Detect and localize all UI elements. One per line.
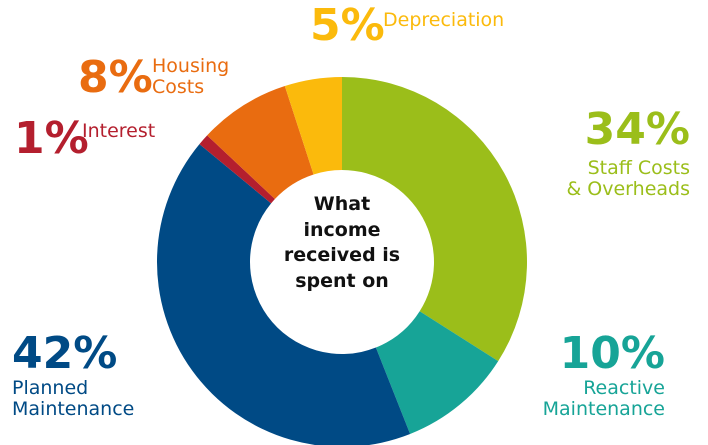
donut-segment (157, 144, 411, 445)
donut-segment (199, 135, 275, 204)
donut-segment (375, 311, 499, 435)
category-label: Housing Costs (152, 55, 230, 98)
donut-segment (207, 86, 314, 200)
chart-title: What income received is spent on (283, 193, 401, 292)
value-label: 34% (584, 104, 690, 155)
donut-segment (284, 77, 342, 175)
category-label: Planned Maintenance (12, 377, 135, 420)
value-label: 1% (14, 113, 89, 164)
category-label: Interest (82, 120, 156, 142)
category-label: Staff Costs & Overheads (566, 157, 690, 200)
value-label: 5% (310, 0, 385, 51)
value-label: 42% (12, 328, 118, 379)
category-label: Reactive Maintenance (542, 377, 665, 420)
category-label: Depreciation (383, 9, 505, 31)
value-label: 8% (78, 52, 153, 103)
value-label: 10% (559, 328, 665, 379)
donut-segment (342, 77, 527, 362)
